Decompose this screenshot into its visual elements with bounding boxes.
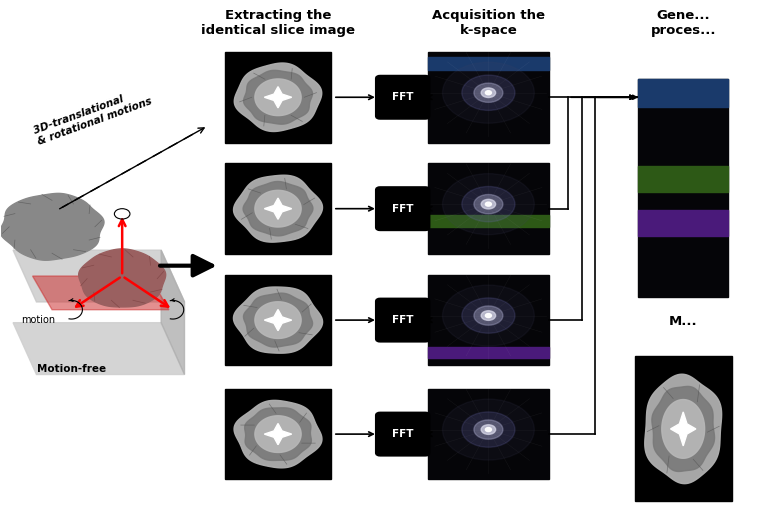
Polygon shape [245, 408, 311, 461]
Text: Extracting the
identical slice image: Extracting the identical slice image [201, 9, 355, 37]
Polygon shape [79, 249, 166, 307]
Circle shape [443, 173, 534, 234]
Polygon shape [234, 287, 322, 353]
FancyBboxPatch shape [376, 299, 429, 341]
Circle shape [481, 88, 496, 97]
Circle shape [486, 428, 491, 431]
Circle shape [481, 200, 496, 209]
Bar [428, 163, 549, 254]
Circle shape [462, 412, 515, 447]
Bar [638, 210, 728, 236]
Polygon shape [13, 322, 185, 375]
Polygon shape [243, 181, 313, 236]
Bar [638, 79, 728, 107]
Text: motion: motion [21, 315, 55, 325]
Polygon shape [645, 374, 722, 483]
Polygon shape [243, 293, 313, 347]
Polygon shape [264, 86, 292, 108]
FancyBboxPatch shape [376, 188, 429, 230]
Polygon shape [33, 276, 169, 309]
Circle shape [486, 202, 491, 206]
Polygon shape [264, 424, 292, 445]
Polygon shape [255, 302, 301, 339]
Bar [428, 389, 549, 479]
Circle shape [443, 399, 534, 460]
Polygon shape [243, 70, 313, 124]
Text: FFT: FFT [392, 92, 414, 102]
Text: FFT: FFT [392, 204, 414, 214]
Polygon shape [255, 416, 301, 452]
Bar [225, 389, 331, 479]
Text: Motion-free: Motion-free [37, 364, 106, 374]
Bar [428, 52, 549, 143]
Bar [225, 163, 331, 254]
Circle shape [486, 314, 491, 318]
Polygon shape [670, 412, 696, 446]
Polygon shape [0, 193, 104, 260]
Text: Gene...
proces...: Gene... proces... [651, 9, 716, 37]
Text: M...: M... [669, 315, 698, 328]
Bar [428, 215, 549, 227]
Circle shape [443, 62, 534, 123]
Bar [638, 166, 728, 192]
Circle shape [474, 420, 503, 439]
Polygon shape [264, 198, 292, 219]
Bar [428, 348, 549, 358]
Circle shape [474, 306, 503, 325]
Text: 3D-translational
& rotational motions: 3D-translational & rotational motions [33, 85, 153, 146]
Circle shape [443, 285, 534, 346]
Circle shape [462, 75, 515, 110]
FancyBboxPatch shape [376, 413, 429, 455]
Circle shape [474, 194, 503, 214]
Polygon shape [161, 250, 185, 375]
FancyBboxPatch shape [376, 76, 429, 118]
Circle shape [462, 187, 515, 222]
Polygon shape [264, 309, 292, 331]
Circle shape [481, 311, 496, 320]
Polygon shape [234, 400, 322, 468]
Polygon shape [662, 400, 705, 458]
Bar [225, 275, 331, 365]
Circle shape [486, 91, 491, 95]
Circle shape [481, 425, 496, 435]
Bar [225, 52, 331, 143]
Bar [428, 57, 549, 70]
Text: Acquisition the
k-space: Acquisition the k-space [432, 9, 545, 37]
Polygon shape [652, 387, 715, 472]
Circle shape [462, 298, 515, 333]
Bar [638, 79, 728, 297]
Circle shape [474, 83, 503, 102]
Polygon shape [235, 63, 321, 131]
Bar [634, 356, 732, 502]
Text: FFT: FFT [392, 315, 414, 325]
Polygon shape [255, 79, 301, 116]
Polygon shape [234, 175, 322, 242]
Polygon shape [13, 250, 185, 302]
Text: FFT: FFT [392, 429, 414, 439]
Polygon shape [255, 190, 301, 227]
Bar [428, 275, 549, 365]
